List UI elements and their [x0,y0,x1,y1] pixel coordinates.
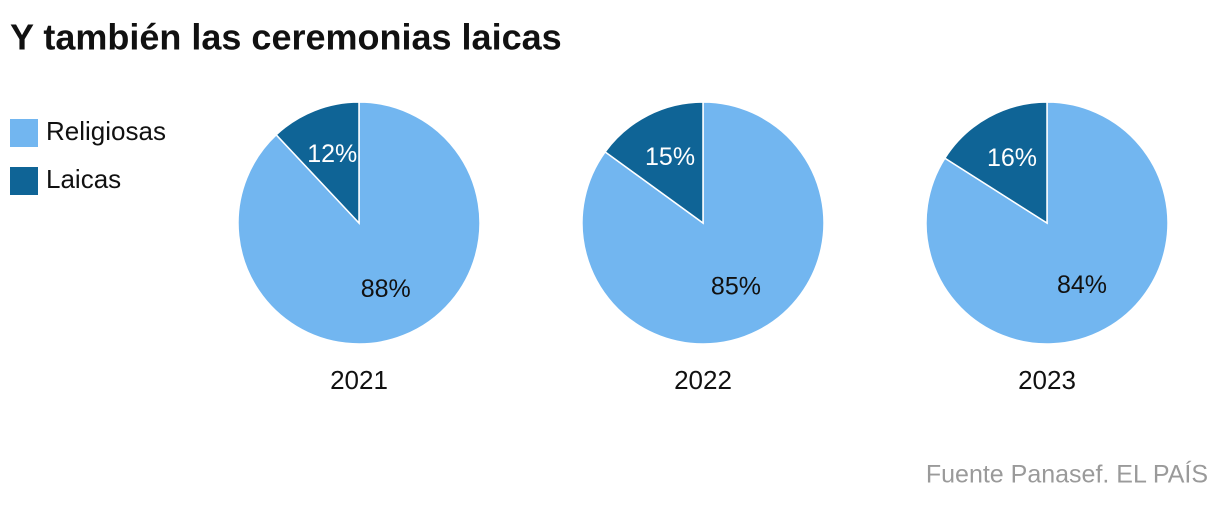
legend-swatch [10,167,38,195]
value-label: 15% [645,143,695,171]
pie-title: 2022 [674,365,732,395]
value-label: 12% [307,140,357,168]
pie-slice [943,101,1048,225]
value-label: 88% [361,275,411,303]
legend-swatch [10,119,38,147]
source: Fuente Panasef. EL PAÍS [926,460,1208,489]
pie-title: 2021 [330,365,388,395]
value-label: 84% [1057,271,1107,299]
chart-title: Y también las ceremonias laicas [10,17,562,58]
legend-label: Laicas [46,164,121,194]
pie-title: 2023 [1018,365,1076,395]
pie-slice [237,101,481,345]
value-label: 16% [987,144,1037,172]
legend-label: Religiosas [46,116,166,146]
value-label: 85% [711,272,761,300]
pie-slice [604,101,704,225]
pie-slice [275,101,360,225]
